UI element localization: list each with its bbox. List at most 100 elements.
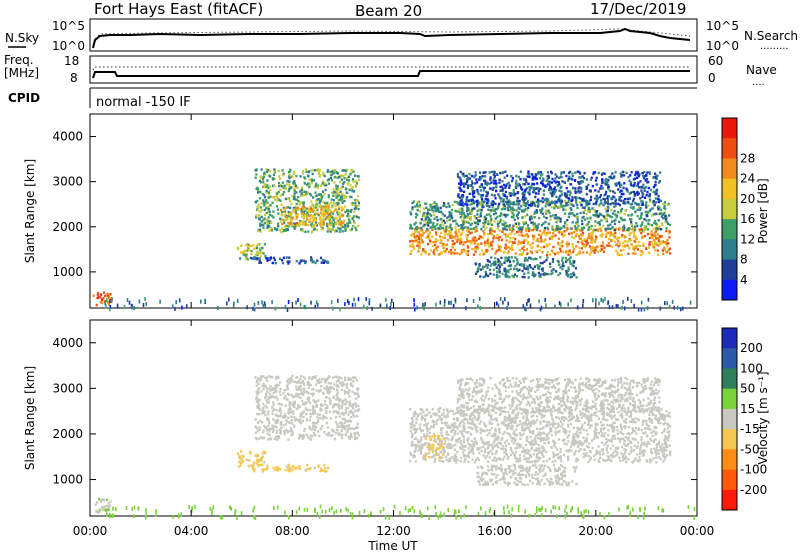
power-cell-r6 — [594, 224, 597, 228]
power-cell-r5 — [648, 251, 651, 254]
power-cell-r3 — [281, 169, 284, 172]
velocity-cell-r4 — [635, 410, 638, 413]
power-cell-r3 — [332, 202, 335, 205]
power-cell-r7 — [474, 182, 477, 185]
power-cell-r6 — [494, 217, 497, 220]
power-cell-r5 — [574, 234, 577, 238]
velocity-cell-r3 — [334, 415, 338, 419]
velocity-cell-r3 — [319, 403, 323, 406]
power-cell-r9 — [200, 299, 202, 304]
power-cell-r6 — [610, 220, 614, 223]
power-cell-r7 — [514, 185, 517, 188]
velocity-cell-r3 — [257, 382, 260, 385]
power-cell-r3 — [265, 219, 268, 222]
velocity-cell-r4 — [646, 441, 649, 444]
power-cell-r6 — [545, 216, 548, 220]
power-cell-r5 — [613, 240, 617, 243]
power-cell-r5 — [474, 230, 477, 233]
velocity-cell-r3 — [278, 381, 281, 384]
power-cell-r3 — [354, 202, 357, 205]
power-cell-r8 — [479, 268, 483, 271]
power-cell-r6 — [567, 215, 570, 219]
power-cell-r3 — [293, 224, 296, 228]
power-cell-r5 — [411, 242, 414, 246]
power-cell-r7 — [517, 191, 520, 194]
power-cell-r5 — [484, 243, 487, 247]
power-cell-r8 — [566, 269, 570, 273]
power-cell-r8 — [505, 275, 508, 279]
power-cell-r3 — [340, 174, 343, 177]
power-cell-r1 — [257, 243, 260, 246]
power-cell-r7 — [655, 175, 658, 178]
power-cell-r5 — [482, 230, 485, 233]
power-cell-r3 — [313, 169, 316, 172]
power-cell-r8 — [498, 271, 501, 274]
power-cell-r4 — [337, 206, 340, 209]
power-cell-r5 — [538, 229, 542, 233]
power-cell-r7 — [515, 182, 518, 185]
power-cell-r7 — [516, 196, 519, 200]
velocity-cell-r3 — [324, 378, 327, 381]
power-cell-r7 — [608, 176, 611, 179]
power-cell-r6 — [448, 205, 451, 208]
power-cell-r6 — [482, 205, 485, 209]
velocity-cell-r3 — [282, 423, 285, 427]
power-cell-r7 — [527, 191, 530, 194]
velocity-cell-r3 — [304, 403, 307, 406]
power-cell-r6 — [576, 206, 579, 210]
noise-left-tick-bottom: 10^0 — [52, 39, 85, 53]
power-cell-r9 — [413, 298, 415, 303]
velocity-cell-r1 — [256, 462, 259, 465]
power-cell-r9 — [133, 306, 135, 311]
power-cell-r5 — [438, 235, 441, 238]
power-cell-r5 — [443, 230, 446, 233]
velocity-cell-r3 — [325, 378, 328, 381]
power-cell-r5 — [446, 232, 449, 236]
power-cell-r6 — [466, 212, 469, 216]
power-cell-r6 — [467, 216, 470, 219]
power-cell-r7 — [542, 177, 545, 180]
power-cell-r4 — [285, 215, 288, 219]
power-cell-r7 — [528, 175, 531, 179]
velocity-cell-r3 — [301, 437, 304, 440]
velocity-cell-r3 — [300, 434, 303, 437]
power-cell-r7 — [530, 203, 533, 206]
power-cell-r7 — [481, 175, 484, 178]
power-cell-r3 — [258, 228, 261, 231]
power-cell-r9 — [435, 302, 437, 307]
velocity-cell-r3 — [267, 395, 270, 399]
power-cell-r3 — [284, 229, 287, 232]
power-cell-r5 — [416, 244, 419, 247]
power-cell-r6 — [587, 206, 590, 210]
power-cell-r6 — [422, 207, 425, 210]
power-cell-r8 — [494, 260, 497, 263]
power-cell-r7 — [545, 184, 548, 188]
power-cell-r7 — [637, 181, 640, 184]
power-cell-r3 — [357, 194, 360, 198]
power-cell-r6 — [564, 221, 567, 224]
power-cell-r2 — [322, 261, 325, 264]
power-cell-r9 — [108, 307, 111, 312]
velocity-cell-r4 — [650, 448, 653, 451]
power-cell-r6 — [476, 209, 479, 213]
power-cell-r3 — [301, 201, 304, 204]
power-cell-r5 — [591, 245, 594, 248]
power-cell-r3 — [352, 215, 356, 218]
power-cell-r6 — [566, 204, 569, 207]
power-cell-r3 — [293, 195, 296, 198]
velocity-cell-r3 — [347, 392, 350, 395]
power-cell-r7 — [521, 198, 524, 201]
power-cell-r3 — [300, 188, 303, 192]
power-cell-r7 — [531, 173, 534, 176]
power-cell-r6 — [501, 223, 504, 226]
power-cell-r8 — [526, 266, 529, 270]
velocity-cell-r2 — [276, 469, 279, 472]
power-cell-r6 — [645, 214, 648, 217]
power-cell-r5 — [423, 250, 427, 253]
velocity-cell-r3 — [260, 378, 263, 381]
power-cell-r8 — [545, 272, 548, 276]
power-cell-r3 — [342, 174, 345, 178]
power-cell-r6 — [563, 226, 566, 229]
power-cell-r7 — [547, 203, 550, 207]
power-cell-r6 — [660, 215, 663, 218]
